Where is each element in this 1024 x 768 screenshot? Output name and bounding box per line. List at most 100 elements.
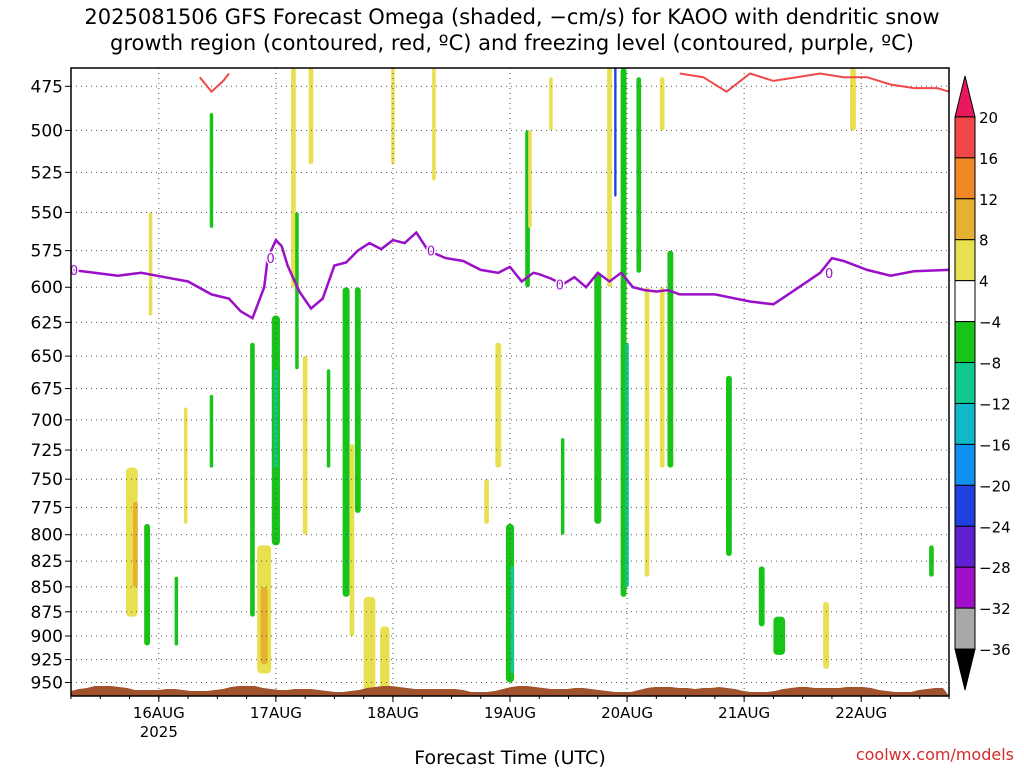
y-tick-label: 550 [31,203,63,223]
omega-shade-patch [302,356,308,535]
omega-shade-patch [260,586,268,665]
omega-shade-patch [250,342,255,617]
colorbar-label: −8 [979,355,1001,373]
omega-shade-patch [183,407,188,524]
omega-shade-patch [495,342,502,468]
omega-shade-patch [349,444,355,637]
omega-shade-patch [850,68,856,131]
colorbar-bottom-arrow [954,648,976,691]
omega-shade-patch [174,576,179,646]
colorbar-label: −28 [979,559,1011,577]
omega-shade-patch [342,287,350,597]
omega-shade-patch [295,212,299,370]
y-tick-label: 650 [31,347,63,367]
y-tick-label: 625 [31,313,63,333]
freezing-level-line [71,230,949,321]
omega-shade-patch [594,272,602,524]
y-tick-label: 500 [31,121,63,141]
x-tick-label: 18AUG [367,704,419,722]
colorbar-label: −12 [979,395,1011,413]
omega-shade-patch [667,250,674,468]
omega-shade-patch [636,77,642,273]
colorbar-label: −4 [979,314,1001,332]
colorbar-swatch [954,198,976,241]
colorbar-label: −20 [979,477,1011,495]
omega-shade-patch [354,287,361,513]
omega-shade-patch [725,375,732,556]
omega-shade-patch [326,369,331,468]
omega-shade-patch [758,566,765,627]
colorbar-swatch [954,362,976,404]
omega-shade-patch [432,68,436,181]
omega-shade-patch [363,596,376,692]
y-tick-label: 675 [31,380,63,400]
colorbar-swatch [954,525,976,568]
omega-shade-patch [823,601,830,669]
omega-shade-patch [644,287,650,577]
y-tick-label: 925 [31,651,63,671]
colorbar-label: 8 [979,232,989,250]
x-tick-label: 20AUG [601,704,653,722]
dgz-contour-line [199,72,230,94]
omega-shade-patch [659,77,665,131]
y-tick-label: 875 [31,603,63,623]
colorbar-swatch [954,566,976,609]
y-tick-label: 775 [31,498,63,518]
x-tick-label: 16AUG [133,704,185,722]
x-tick-sublabel: 2025 [140,723,178,741]
omega-shade-patch [510,566,515,674]
colorbar-label: −36 [979,641,1011,659]
freezing-level-label: 0 [556,278,564,293]
dgz-contour-line [679,72,949,93]
omega-shade-patch [560,438,565,535]
colorbar-swatch [954,157,976,200]
colorbar-swatch [954,239,976,282]
y-tick-label: 725 [31,441,63,461]
y-tick-label: 800 [31,526,63,546]
colorbar-label: −16 [979,436,1011,454]
watermark: coolwx.com/models [855,745,1014,764]
freezing-level-label: 0 [267,252,275,267]
colorbar-swatch [954,443,976,486]
colorbar-label: 4 [979,273,989,291]
title-line-2: growth region (contoured, red, ºC) and f… [110,31,914,55]
x-tick-label: 21AUG [718,704,770,722]
colorbar-swatch [954,321,976,364]
y-tick-label: 950 [31,674,63,694]
omega-shade-patch [607,68,612,288]
colorbar-label: −24 [979,518,1011,536]
freezing-level-label: 0 [825,267,833,282]
x-axis-label: Forecast Time (UTC) [414,747,605,768]
y-tick-label: 575 [31,242,63,262]
terrain-surface [71,686,949,696]
colorbar-label: 12 [979,191,998,209]
colorbar-swatch [954,280,976,323]
title-line-1: 2025081506 GFS Forecast Omega (shaded, −… [84,5,940,29]
omega-shade-patch [144,523,151,646]
omega-shade-patch [380,626,390,692]
omega-shade-patch [625,342,629,587]
x-tick-label: 22AUG [835,704,887,722]
omega-shade-patch [291,68,296,288]
colorbar-swatch [954,402,976,445]
y-tick-label: 600 [31,278,63,298]
colorbar-swatch [954,116,976,159]
omega-shade-patch [528,130,532,228]
colorbar-label: 16 [979,150,998,168]
x-tick-label: 17AUG [250,704,302,722]
omega-shade-patch [209,394,214,468]
chart-title: 2025081506 GFS Forecast Omega (shaded, −… [0,4,1024,56]
y-tick-label: 750 [31,470,63,490]
omega-shade-patch [391,68,395,165]
omega-shade-patch [209,113,214,228]
colorbar-swatch [954,484,976,527]
y-tick-label: 700 [31,411,63,431]
omega-shade-patch [549,77,553,131]
y-tick-label: 900 [31,627,63,647]
omega-shade-patch [133,501,138,587]
omega-shade-patch [148,212,153,316]
y-tick-label: 850 [31,578,63,598]
omega-shade-patch [620,68,627,597]
colorbar-label: 20 [979,109,998,127]
